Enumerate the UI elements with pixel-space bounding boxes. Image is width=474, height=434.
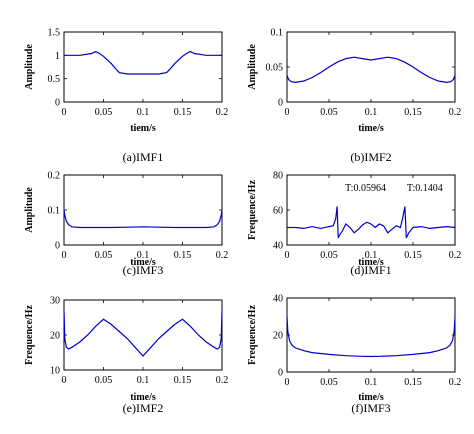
panel-c: 0 0.05 0.1 0.15 0.2 0 0.1 0.2 time/s Amplitude (c)… (24, 171, 228, 278)
y-tick-label: 0.1 (271, 28, 284, 39)
x-tick-label: 0 (62, 375, 67, 386)
x-tick-label: 0 (62, 107, 67, 118)
x-tick-label: 0.15 (404, 377, 422, 388)
x-axis-label: time/s (358, 392, 384, 403)
y-tick-label: 1 (55, 51, 60, 62)
panel-f: 0 0.05 0.1 0.15 0.2 0 20 40 time/s Frequence/Hz (f… (247, 294, 461, 416)
x-tick-label: 0.05 (95, 375, 113, 386)
x-tick-label: 0.15 (404, 107, 422, 118)
panel-d: 0 0.05 0.1 0.15 0.2 40 60 80 time/s Frequence/Hz T… (247, 171, 461, 278)
x-tick-label: 0.2 (216, 107, 229, 118)
y-tick-label: 80 (273, 171, 283, 182)
x-tick-label: 0.15 (174, 250, 192, 261)
x-axis-label: time/s (358, 257, 384, 268)
y-axis-label: Amplitude (24, 44, 35, 90)
x-tick-label: 0 (285, 250, 290, 261)
x-tick-label: 0 (285, 107, 290, 118)
axes-box (63, 174, 223, 246)
y-tick-label: 0.5 (48, 74, 61, 85)
x-tick-label: 0.05 (95, 107, 113, 118)
axes-box (286, 31, 456, 103)
y-tick-label: 30 (50, 296, 60, 307)
x-tick-label: 0.05 (320, 107, 338, 118)
y-tick-label: 10 (50, 366, 60, 377)
series-line (63, 310, 223, 357)
x-axis-label: time/s (130, 392, 156, 403)
y-tick-label: 0 (55, 241, 60, 252)
panel-caption: (c)IMF3 (123, 263, 164, 277)
x-tick-label: 0.05 (320, 377, 338, 388)
x-tick-label: 0.2 (216, 375, 229, 386)
axes-box (286, 297, 456, 373)
x-tick-label: 0.1 (137, 107, 150, 118)
panel-b: 0 0.05 0.1 0.15 0.2 0 0.05 0.1 time/s Amplitude (b… (247, 28, 461, 165)
y-tick-label: 40 (273, 241, 283, 252)
x-tick-label: 0.2 (449, 107, 462, 118)
y-axis-label: Frequence/Hz (24, 305, 35, 365)
peak-annotation: T:0.1404 (407, 183, 443, 194)
series-line (286, 316, 456, 358)
x-axis-label: tiem/s (130, 123, 156, 134)
x-tick-label: 0 (62, 250, 67, 261)
x-tick-label: 0.2 (216, 250, 229, 261)
x-axis-label: time/s (130, 257, 156, 268)
y-tick-label: 0.2 (48, 171, 61, 182)
x-tick-label: 0.1 (137, 375, 150, 386)
y-tick-label: 60 (273, 206, 283, 217)
x-tick-label: 0.2 (449, 377, 462, 388)
x-tick-label: 0.1 (137, 250, 150, 261)
x-tick-label: 0.15 (404, 250, 422, 261)
panel-caption: (e)IMF2 (123, 401, 164, 415)
panel-caption: (f)IMF3 (351, 401, 390, 415)
panel-e: 0 0.05 0.1 0.15 0.2 10 20 30 time/s Frequence/Hz (… (24, 296, 228, 416)
panel-caption: (b)IMF2 (350, 150, 391, 164)
x-tick-label: 0.15 (174, 375, 192, 386)
y-tick-label: 0.05 (266, 63, 284, 74)
x-tick-label: 0.1 (365, 250, 378, 261)
x-tick-label: 0.05 (320, 250, 338, 261)
series-line (286, 56, 456, 84)
y-tick-label: 0 (55, 98, 60, 109)
x-tick-label: 0 (285, 377, 290, 388)
y-tick-label: 0 (278, 98, 283, 109)
y-axis-label: Amplitude (24, 187, 35, 233)
series-line (64, 50, 222, 75)
y-axis-label: Frequence/Hz (247, 305, 258, 365)
y-tick-label: 40 (273, 294, 283, 305)
y-tick-label: 20 (273, 331, 283, 342)
y-axis-label: Amplitude (247, 44, 258, 90)
series-line (63, 209, 223, 229)
y-tick-label: 0.1 (48, 206, 61, 217)
x-tick-label: 0.2 (449, 250, 462, 261)
x-tick-label: 0.1 (365, 377, 378, 388)
y-tick-label: 0 (278, 368, 283, 379)
x-tick-label: 0.1 (365, 107, 378, 118)
y-tick-label: 20 (50, 331, 60, 342)
axes-box (63, 31, 223, 103)
x-axis-label: time/s (358, 123, 384, 134)
panel-caption: (a)IMF1 (123, 150, 164, 164)
panel-caption: (d)IMF1 (350, 263, 391, 277)
panel-a: 0 0.05 0.1 0.15 0.2 0 0.5 1 1.5 tiem/s Amplitude (a… (24, 28, 228, 165)
series-line (287, 206, 456, 239)
peak-annotation: T:0.05964 (345, 183, 386, 194)
x-tick-label: 0.15 (174, 107, 192, 118)
y-axis-label: Frequence/Hz (247, 180, 258, 240)
x-tick-label: 0.05 (95, 250, 113, 261)
y-tick-label: 1.5 (48, 28, 61, 39)
